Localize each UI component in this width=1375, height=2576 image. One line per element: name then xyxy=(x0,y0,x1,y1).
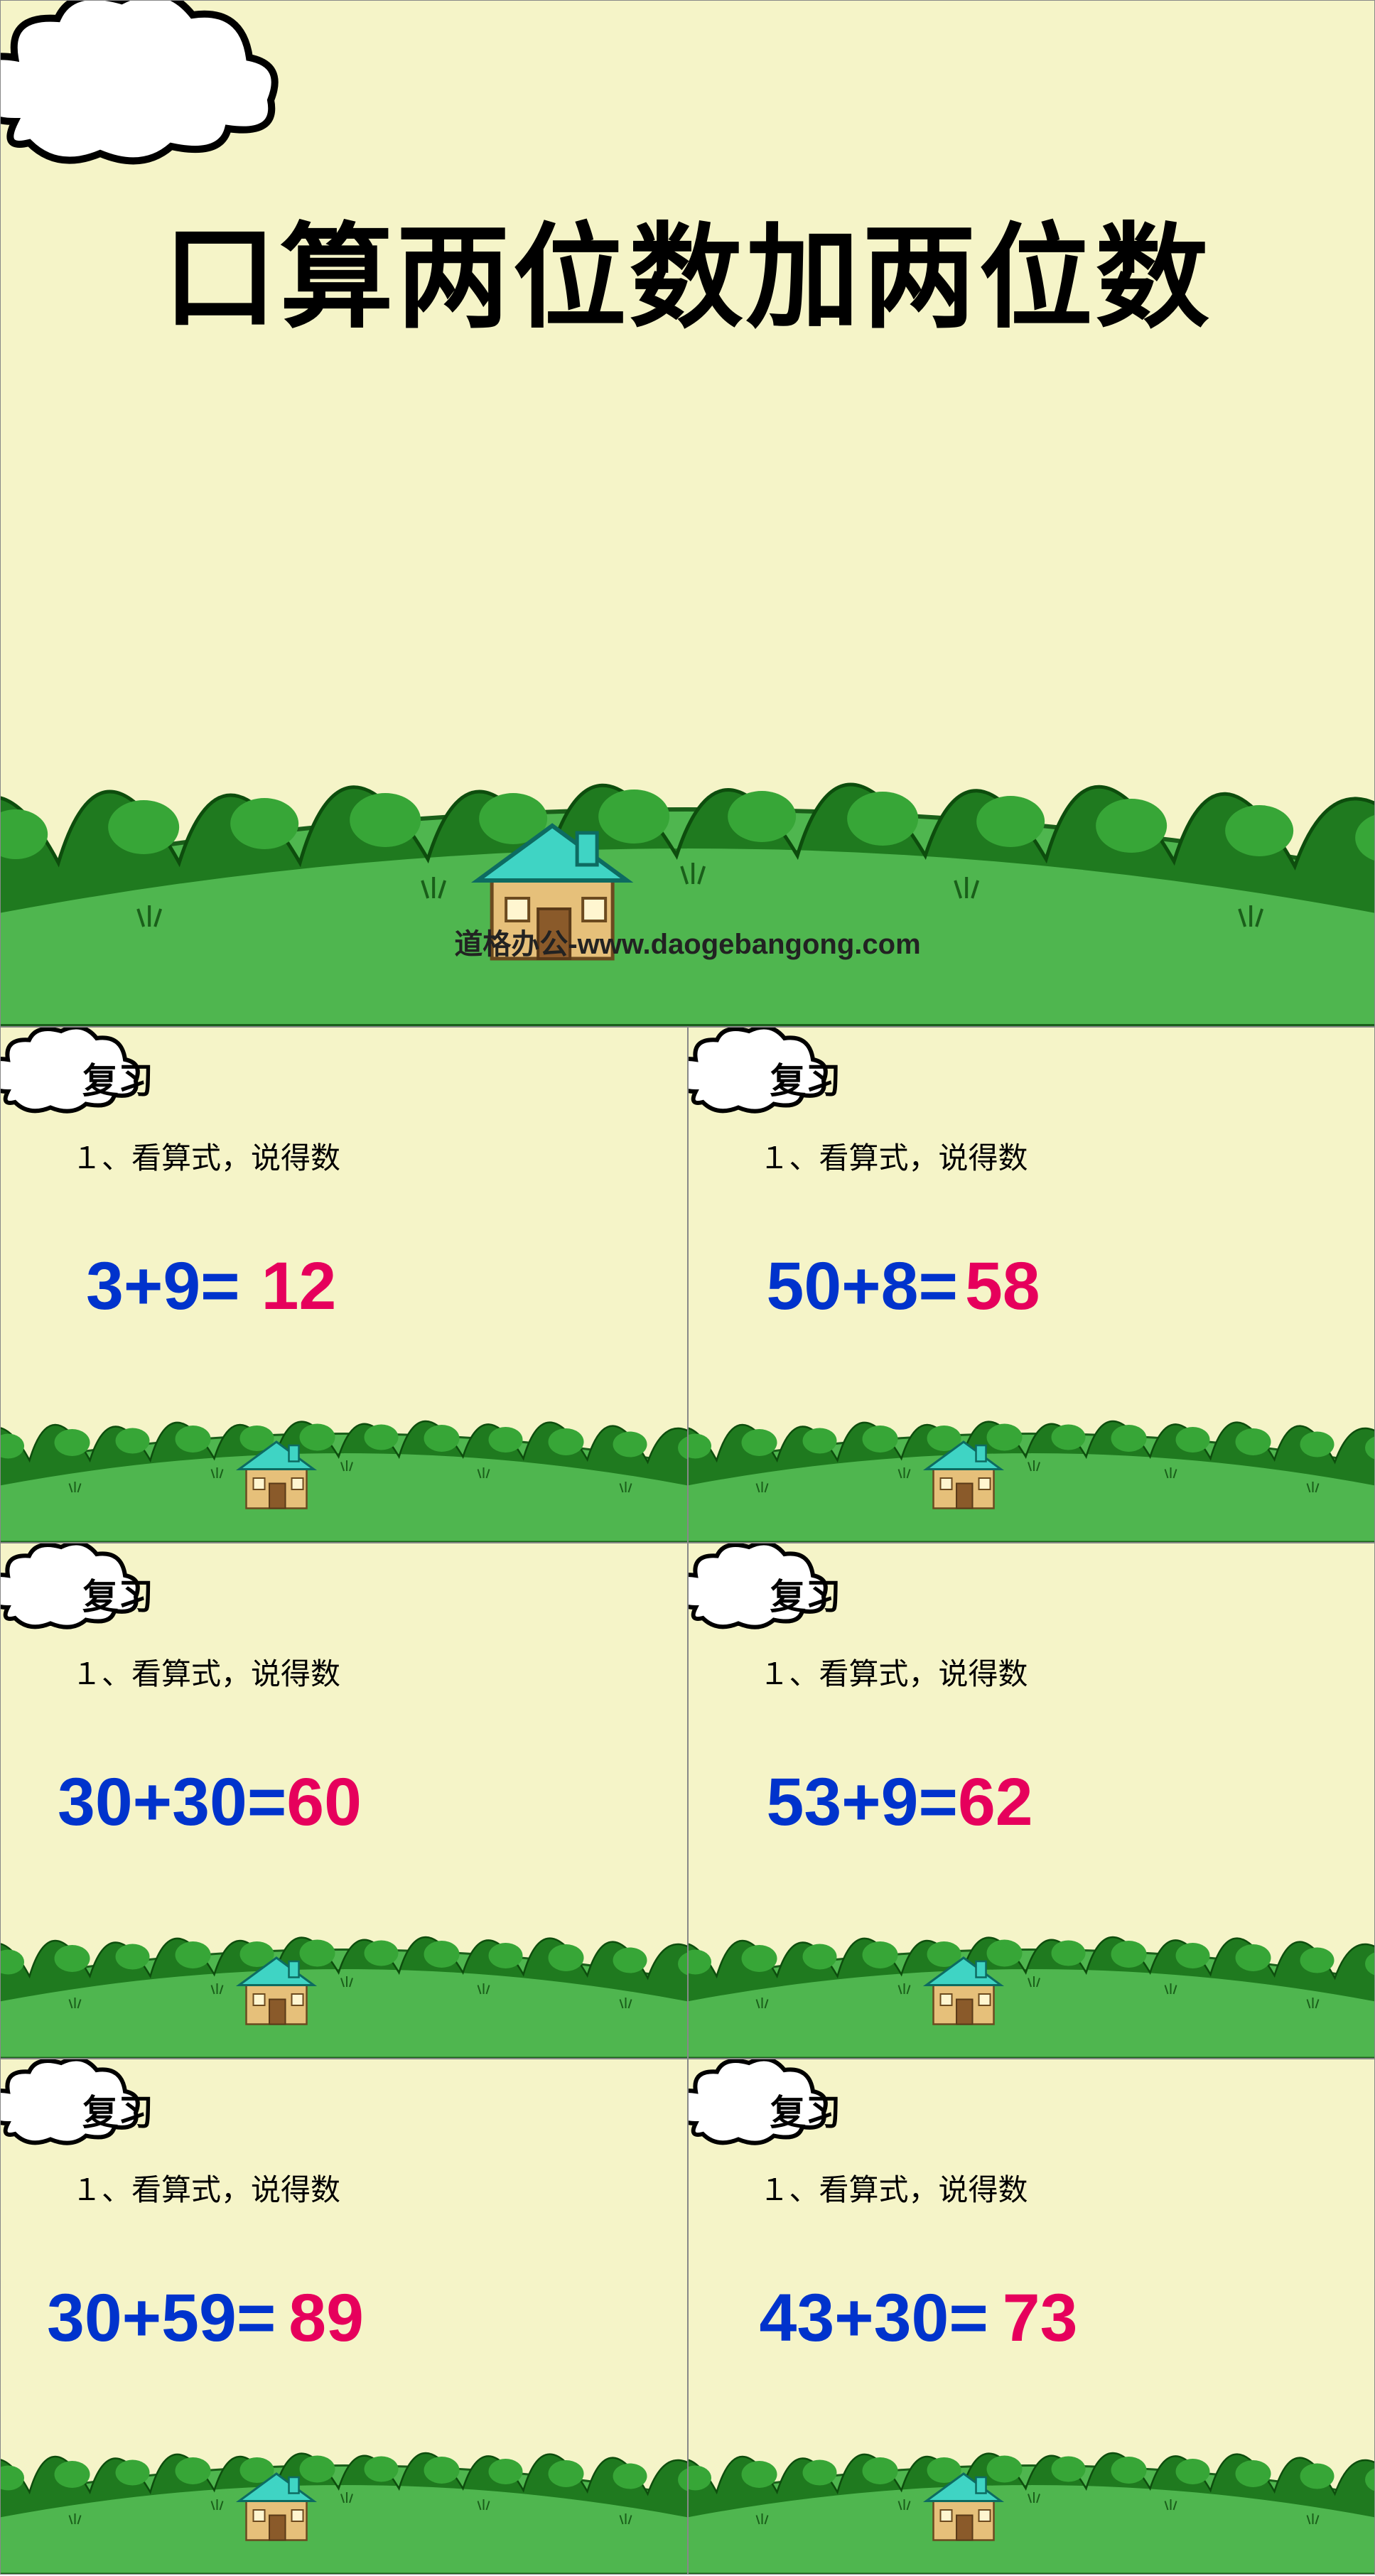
landscape-illustration xyxy=(688,2375,1375,2574)
equation: 30+59=89 xyxy=(47,2280,364,2357)
equation-lhs: 30+59= xyxy=(47,2280,276,2356)
instruction-text: １、看算式，说得数 xyxy=(72,2166,340,2209)
cloud-icon xyxy=(0,0,285,178)
equation-rhs: 60 xyxy=(286,1764,362,1840)
equation-lhs: 30+30= xyxy=(58,1764,286,1840)
equation-rhs: 89 xyxy=(289,2280,364,2356)
landscape-illustration xyxy=(688,1859,1375,2058)
review-slide: 复习 １、看算式，说得数 50+8=58 xyxy=(688,1027,1375,1543)
section-heading: 复习 xyxy=(82,1568,153,1620)
equation-rhs: 73 xyxy=(1003,2280,1078,2356)
instruction-text: １、看算式，说得数 xyxy=(72,1134,340,1177)
equation: 50+8=58 xyxy=(767,1248,1040,1325)
equation: 3+9= 12 xyxy=(86,1248,336,1325)
equation-lhs: 50+8= xyxy=(767,1249,958,1324)
watermark-text: 道格办公-www.daogebangong.com xyxy=(1,921,1374,962)
equation: 53+9=62 xyxy=(767,1764,1033,1841)
instruction-text: １、看算式，说得数 xyxy=(760,1650,1028,1693)
review-slide: 复习 １、看算式，说得数 43+30=73 xyxy=(688,2059,1375,2575)
equation-rhs: 58 xyxy=(965,1249,1040,1324)
instruction-text: １、看算式，说得数 xyxy=(72,1650,340,1693)
equation: 30+30=60 xyxy=(58,1764,362,1841)
landscape-illustration xyxy=(0,2375,688,2574)
title-slide: 口算两位数加两位数 xyxy=(0,0,1375,1027)
section-heading: 复习 xyxy=(770,1568,841,1620)
equation: 43+30=73 xyxy=(760,2280,1078,2357)
equation-lhs: 53+9= xyxy=(767,1764,958,1840)
slides-grid: 复习 １、看算式，说得数 3+9= 12 复习 １、看算式，说得数 50+8=58… xyxy=(0,1027,1375,2575)
equation-rhs: 62 xyxy=(958,1764,1033,1840)
equation-lhs: 43+30= xyxy=(760,2280,988,2356)
landscape-illustration xyxy=(0,1859,688,2058)
review-slide: 复习 １、看算式，说得数 3+9= 12 xyxy=(0,1027,688,1543)
landscape-illustration xyxy=(688,1343,1375,1542)
review-slide: 复习 １、看算式，说得数 30+59=89 xyxy=(0,2059,688,2575)
landscape-illustration xyxy=(0,1343,688,1542)
instruction-text: １、看算式，说得数 xyxy=(760,1134,1028,1177)
review-slide: 复习 １、看算式，说得数 53+9=62 xyxy=(688,1543,1375,2059)
main-title: 口算两位数加两位数 xyxy=(1,185,1374,350)
review-slide: 复习 １、看算式，说得数 30+30=60 xyxy=(0,1543,688,2059)
section-heading: 复习 xyxy=(82,1052,153,1104)
instruction-text: １、看算式，说得数 xyxy=(760,2166,1028,2209)
equation-rhs: 12 xyxy=(261,1249,337,1324)
section-heading: 复习 xyxy=(770,1052,841,1104)
section-heading: 复习 xyxy=(770,2084,841,2135)
section-heading: 复习 xyxy=(82,2084,153,2135)
landscape-illustration xyxy=(0,628,1375,1026)
equation-lhs: 3+9= xyxy=(86,1249,240,1324)
slide-deck: 口算两位数加两位数 xyxy=(0,0,1375,2575)
